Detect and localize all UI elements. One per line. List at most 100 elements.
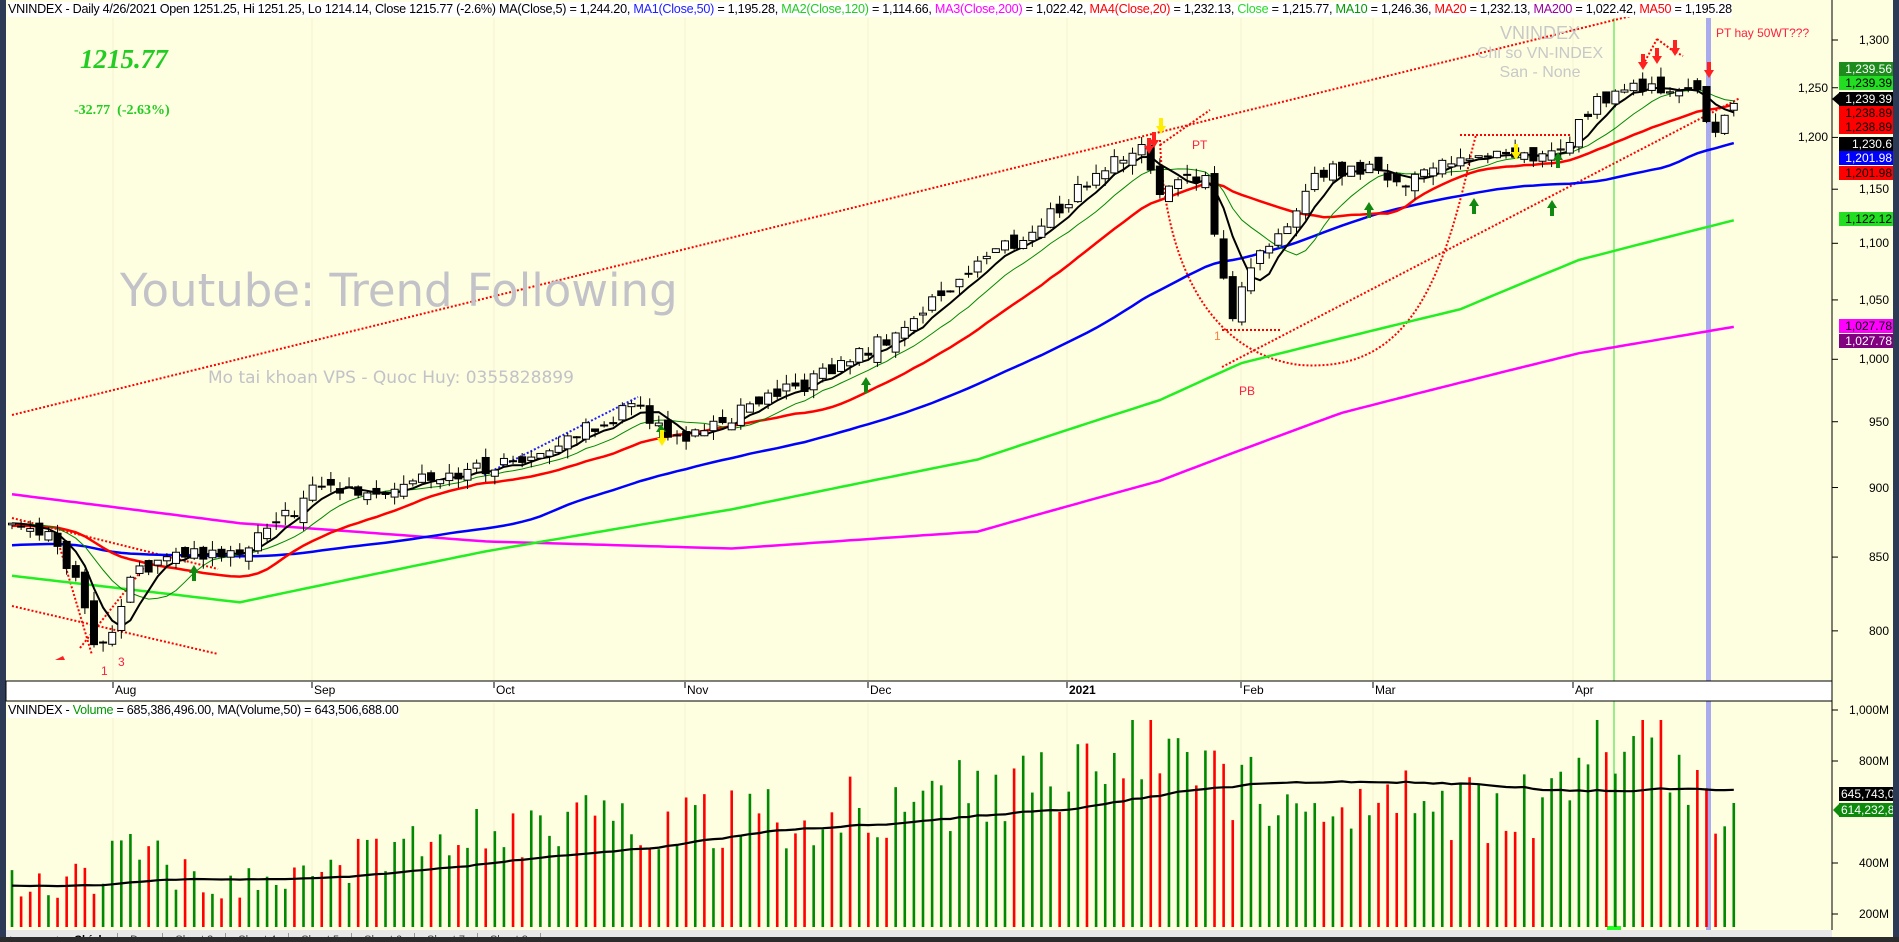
candle [518, 453, 527, 468]
candle [1356, 159, 1365, 180]
watermark-name: Chi so VN-INDEX [1476, 45, 1604, 62]
sheet-tab[interactable]: Sheet 7 [415, 933, 478, 938]
volume-bar [293, 867, 296, 927]
volume-bar [1677, 754, 1681, 927]
volume-bar [502, 847, 506, 927]
candle [1201, 171, 1210, 190]
warning-arrow-icon [1670, 40, 1680, 56]
watermark-symbol: VNINDEX [1499, 23, 1580, 43]
candle [17, 520, 26, 531]
candle-body [1073, 183, 1082, 203]
candle-body [99, 641, 108, 644]
sheet-tab[interactable]: Sheet 5 [289, 933, 353, 938]
price-tick-label: 900 [1868, 480, 1889, 495]
candle-body [390, 488, 399, 498]
candle [1265, 243, 1274, 259]
candle [1656, 67, 1665, 95]
trendline [11, 605, 219, 655]
price-value-label: 1,027.78 [1839, 319, 1893, 333]
candle [1292, 208, 1301, 237]
tab-nav-button[interactable]: ◂ [20, 935, 34, 938]
candle-body [335, 488, 344, 494]
candle-body [89, 600, 98, 646]
sheet-tab[interactable]: Sheet 8 [478, 933, 541, 938]
warning-arrow-icon [1652, 48, 1662, 64]
volume-bar [1304, 811, 1307, 927]
candle-body [499, 457, 508, 466]
legend-segment: MA200 [1533, 2, 1573, 16]
candle-body [463, 468, 472, 481]
volume-bar [1404, 770, 1408, 927]
candle [882, 334, 891, 346]
volume-bar [1486, 843, 1490, 927]
candle-body [226, 550, 235, 558]
candle [900, 320, 909, 347]
candle-body [955, 278, 964, 288]
candle-body [1502, 151, 1511, 155]
volume-bar [302, 865, 305, 927]
volume-ma50-line [11, 780, 1734, 888]
candle [1374, 156, 1383, 175]
last-price: 1215.77 [80, 44, 168, 74]
volume-bar [1440, 790, 1444, 927]
annotation-pt: PT [1192, 138, 1208, 152]
volume-bar [621, 803, 624, 927]
sheet-tab[interactable]: Dau [118, 933, 164, 938]
volume-bar [639, 845, 642, 927]
candle-body [800, 379, 809, 393]
sheet-tab[interactable]: Sheet 3 [163, 933, 227, 938]
candle-body [1584, 113, 1593, 117]
volume-bar [730, 790, 733, 927]
sheet-tab[interactable]: Chính [62, 933, 119, 938]
candle [1274, 228, 1283, 248]
volume-bar [1395, 812, 1399, 927]
candle [1611, 89, 1620, 108]
candle [1574, 119, 1583, 153]
volume-bar [1714, 833, 1717, 927]
volume-bar [1522, 774, 1526, 927]
watermark-title: Youtube: Trend Following [120, 264, 678, 317]
volume-bar [1295, 803, 1298, 927]
volume-bar [447, 855, 451, 927]
candle [445, 464, 454, 487]
candle [873, 334, 882, 367]
candle-body [709, 420, 718, 432]
volume-bar [1204, 750, 1207, 927]
tab-nav-button[interactable]: ▸ [34, 935, 48, 938]
candle-body [1684, 87, 1693, 90]
candle [1256, 249, 1265, 271]
price-tick-label: 1,100 [1858, 236, 1889, 251]
volume-bar [1349, 828, 1353, 927]
buy-arrow-icon [1364, 202, 1374, 218]
candle [1584, 111, 1593, 120]
sheet-tab[interactable]: Sheet 6 [352, 933, 416, 938]
candle-body [281, 509, 290, 517]
candle [1174, 177, 1183, 197]
volume-bar [183, 859, 187, 927]
candle-body [1000, 240, 1009, 251]
price-value-label: 1,201.98 [1839, 166, 1893, 180]
cup-arc [1159, 134, 1477, 367]
candle [1401, 184, 1410, 197]
tab-nav-button[interactable]: |◂ [6, 935, 20, 938]
volume-bar [1313, 803, 1317, 927]
candle-body [235, 549, 244, 555]
status-strip [0, 937, 1899, 942]
volume-bar [1094, 771, 1098, 927]
volume-bar [1696, 769, 1699, 927]
candle-body [663, 419, 672, 438]
annotation-wave-1b: 1 [1214, 329, 1221, 343]
volume-tick-label: 1,000M [1848, 703, 1889, 717]
candle-body [290, 515, 299, 518]
volume-bar [539, 815, 542, 927]
candle-body [1702, 86, 1711, 123]
volume-bar [1140, 779, 1143, 927]
candle [855, 347, 864, 366]
tab-nav-button[interactable]: ▸| [48, 935, 62, 938]
volume-bar [867, 832, 870, 927]
volume-bar [1422, 801, 1426, 927]
candle-body [1465, 158, 1474, 161]
volume-bar [1450, 840, 1453, 927]
sheet-tab[interactable]: Sheet 4 [226, 933, 290, 938]
